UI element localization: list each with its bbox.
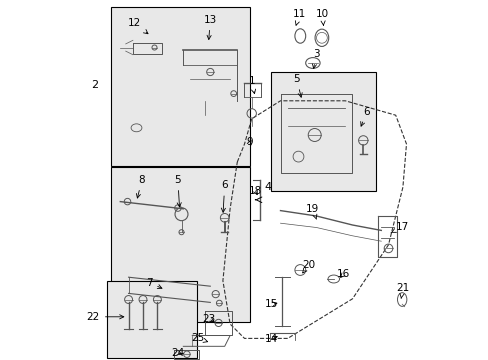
Text: 2: 2 [91,80,99,90]
Text: 18: 18 [248,186,262,196]
Text: 22: 22 [86,312,123,322]
Text: 17: 17 [390,222,408,233]
Bar [110,167,250,322]
Bar [110,7,250,166]
Bar [107,281,197,358]
Text: 25: 25 [191,333,207,343]
Text: 4: 4 [264,182,271,192]
Text: 6: 6 [221,180,227,212]
Bar [270,72,375,191]
Text: 5: 5 [293,74,302,97]
Text: 10: 10 [315,9,328,25]
Text: 11: 11 [292,9,305,25]
Text: 13: 13 [203,15,217,40]
Text: 14: 14 [264,334,278,344]
Text: 23: 23 [202,314,215,324]
Text: 6: 6 [360,107,369,126]
Text: 1: 1 [248,76,255,94]
Text: 5: 5 [174,175,181,207]
Text: 9: 9 [246,137,253,147]
Text: 20: 20 [302,260,315,273]
Text: 15: 15 [264,299,278,309]
Text: 3: 3 [312,49,319,68]
Text: 24: 24 [171,348,184,358]
Text: 16: 16 [336,269,349,279]
Text: 8: 8 [136,175,145,198]
Text: 12: 12 [128,18,148,34]
Text: 7: 7 [145,278,162,288]
Text: 21: 21 [395,283,408,298]
Text: 19: 19 [305,204,319,219]
